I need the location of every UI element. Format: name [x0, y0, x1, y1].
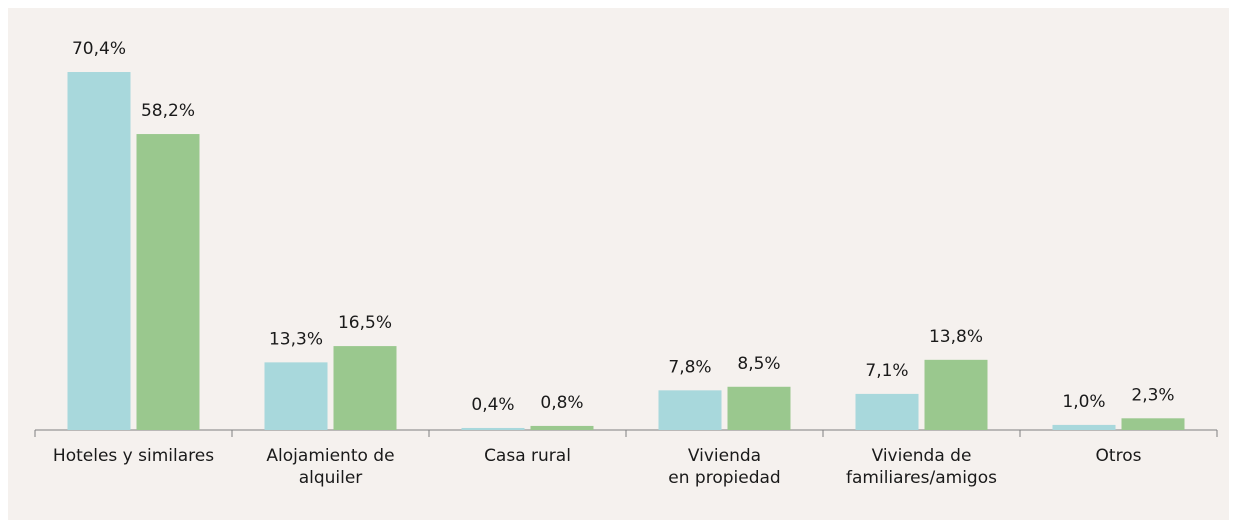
data-label: 7,1% [865, 361, 908, 381]
bar [333, 346, 397, 430]
data-label: 2,3% [1131, 385, 1174, 405]
data-label: 1,0% [1062, 392, 1105, 412]
bar [855, 393, 919, 430]
bar [1121, 418, 1185, 430]
bar [658, 390, 722, 430]
x-tick-label: Otros [1095, 446, 1142, 466]
data-label: 13,3% [269, 329, 323, 349]
x-tick-label: Casa rural [484, 446, 571, 466]
bar [264, 362, 328, 430]
chart-background [8, 8, 1229, 520]
bar [727, 386, 791, 430]
data-label: 58,2% [141, 101, 195, 121]
data-label: 0,4% [471, 395, 514, 415]
x-tick-label: Vivienda en propiedad [668, 446, 781, 488]
bar [461, 427, 525, 430]
data-label: 7,8% [668, 357, 711, 377]
bar [67, 72, 131, 431]
x-tick-label: Vivienda de familiares/amigos [846, 446, 997, 488]
data-label: 16,5% [338, 313, 392, 333]
bar [136, 134, 200, 431]
x-tick-label: Alojamiento de alquiler [266, 446, 395, 488]
x-tick-label: Hoteles y similares [52, 446, 215, 466]
bar [924, 359, 988, 430]
data-label: 70,4% [72, 39, 126, 59]
bar [530, 425, 594, 430]
bar [1052, 424, 1116, 430]
data-label: 0,8% [540, 393, 583, 413]
data-label: 13,8% [929, 327, 983, 347]
data-label: 8,5% [737, 354, 780, 374]
